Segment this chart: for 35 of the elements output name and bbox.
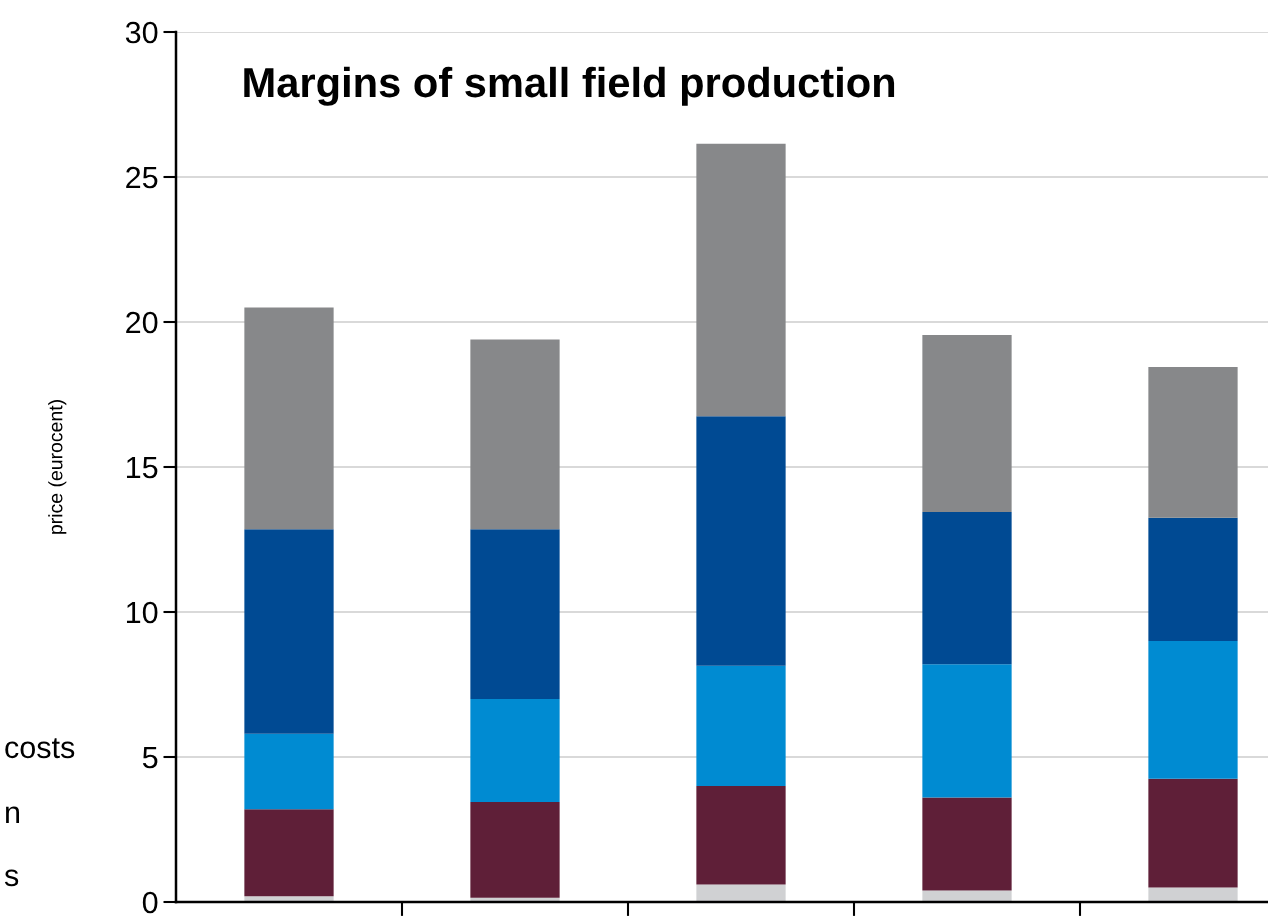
bar: [1148, 641, 1238, 779]
y-tick-label: 0: [142, 891, 158, 914]
bar: [1148, 778, 1238, 888]
bar: [1148, 887, 1238, 902]
bar: [470, 529, 560, 699]
bar: [696, 143, 786, 417]
bar: [244, 733, 334, 810]
bar: [244, 307, 334, 530]
bar: [244, 809, 334, 897]
y-tick-label: 10: [126, 601, 158, 624]
bar: [470, 699, 560, 802]
bar: [1148, 517, 1238, 641]
y-tick-label: 15: [126, 457, 158, 479]
bar: [922, 511, 1012, 665]
y-tick-label: 20: [126, 311, 158, 334]
bar: [470, 339, 560, 530]
bar: [470, 801, 560, 898]
bar: [922, 797, 1012, 891]
y-tick-label: 30: [125, 21, 158, 44]
text: Margins of small field production: [244, 66, 895, 106]
bar: [1148, 366, 1238, 518]
y-axis-title: price (eurocent): [48, 400, 67, 534]
bar: [922, 664, 1012, 798]
text: n: [6, 806, 20, 823]
bar: [696, 786, 786, 885]
bar: [696, 665, 786, 786]
text: s: [4, 869, 19, 887]
bar: [696, 416, 786, 666]
y-tick-label: 5: [142, 747, 158, 769]
bar: [922, 890, 1012, 902]
y-tick-label: 25: [126, 166, 158, 189]
bar: [922, 335, 1012, 512]
text: costs: [5, 738, 75, 759]
bar: [244, 529, 334, 734]
bar: [696, 884, 786, 902]
